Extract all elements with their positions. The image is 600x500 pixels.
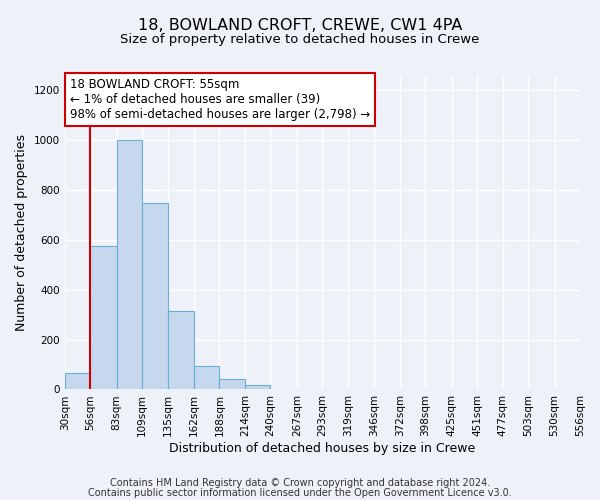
Bar — [245, 385, 271, 390]
Bar — [116, 140, 142, 390]
Text: Size of property relative to detached houses in Crewe: Size of property relative to detached ho… — [121, 32, 479, 46]
X-axis label: Distribution of detached houses by size in Crewe: Distribution of detached houses by size … — [169, 442, 475, 455]
Text: Contains HM Land Registry data © Crown copyright and database right 2024.: Contains HM Land Registry data © Crown c… — [110, 478, 490, 488]
Bar — [220, 380, 245, 390]
Text: Contains public sector information licensed under the Open Government Licence v3: Contains public sector information licen… — [88, 488, 512, 498]
Text: 18 BOWLAND CROFT: 55sqm
← 1% of detached houses are smaller (39)
98% of semi-det: 18 BOWLAND CROFT: 55sqm ← 1% of detached… — [70, 78, 370, 121]
Text: 18, BOWLAND CROFT, CREWE, CW1 4PA: 18, BOWLAND CROFT, CREWE, CW1 4PA — [138, 18, 462, 32]
Y-axis label: Number of detached properties: Number of detached properties — [15, 134, 28, 330]
Bar — [65, 373, 90, 390]
Bar — [167, 311, 194, 390]
Bar — [90, 246, 116, 390]
Bar — [194, 366, 220, 390]
Bar — [142, 203, 167, 390]
